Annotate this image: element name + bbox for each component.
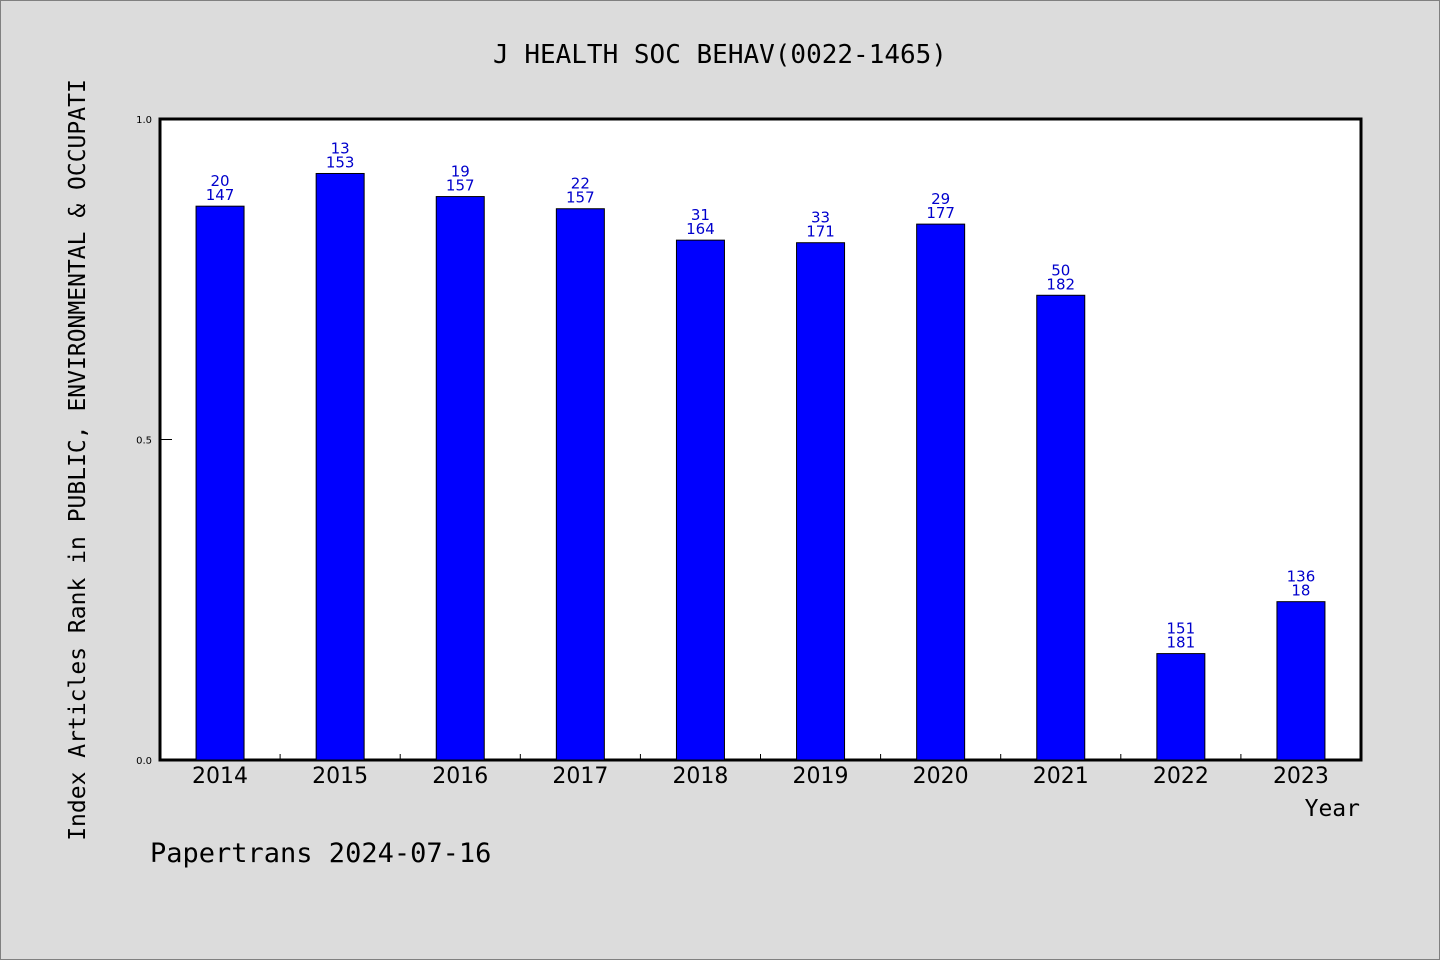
x-tick-label: 2023 [1273,764,1329,789]
y-tick-label: 0.0 [136,756,152,767]
bar [1157,654,1205,760]
y-axis-label: Index Articles Rank in PUBLIC, ENVIRONME… [65,79,91,841]
x-tick-label: 2018 [672,764,728,789]
data-label-bottom: 171 [806,223,835,241]
y-tick-label: 0.5 [136,436,152,447]
x-axis-label: Year [1305,796,1360,822]
x-tick-label: 2015 [312,764,368,789]
data-label-bottom: 153 [326,153,355,171]
y-tick-label: 1.0 [136,115,152,126]
data-label-bottom: 18 [1291,582,1310,600]
x-tick-label: 2017 [552,764,608,789]
data-label-bottom: 164 [686,220,715,238]
data-label-bottom: 157 [446,177,475,195]
bar [1277,602,1325,760]
x-tick-label: 2014 [192,764,248,789]
bar [196,206,244,760]
data-label-bottom: 182 [1046,275,1075,293]
data-label-bottom: 181 [1167,634,1196,652]
x-tick-label: 2019 [793,764,849,789]
bar [917,224,965,760]
chart-title: J HEALTH SOC BEHAV(0022-1465) [493,40,947,70]
x-tick-label: 2021 [1033,764,1089,789]
bar [1037,295,1085,760]
x-tick-label: 2022 [1153,764,1209,789]
x-tick-label: 2020 [913,764,969,789]
x-tick-label: 2016 [432,764,488,789]
bar [797,243,845,760]
bar [676,240,724,760]
bar [436,197,484,760]
bar [316,173,364,760]
bar [556,209,604,760]
data-label-bottom: 177 [926,204,955,222]
data-label-bottom: 147 [206,186,235,204]
footer-text: Papertrans 2024-07-16 [150,838,491,869]
data-label-bottom: 157 [566,189,595,207]
